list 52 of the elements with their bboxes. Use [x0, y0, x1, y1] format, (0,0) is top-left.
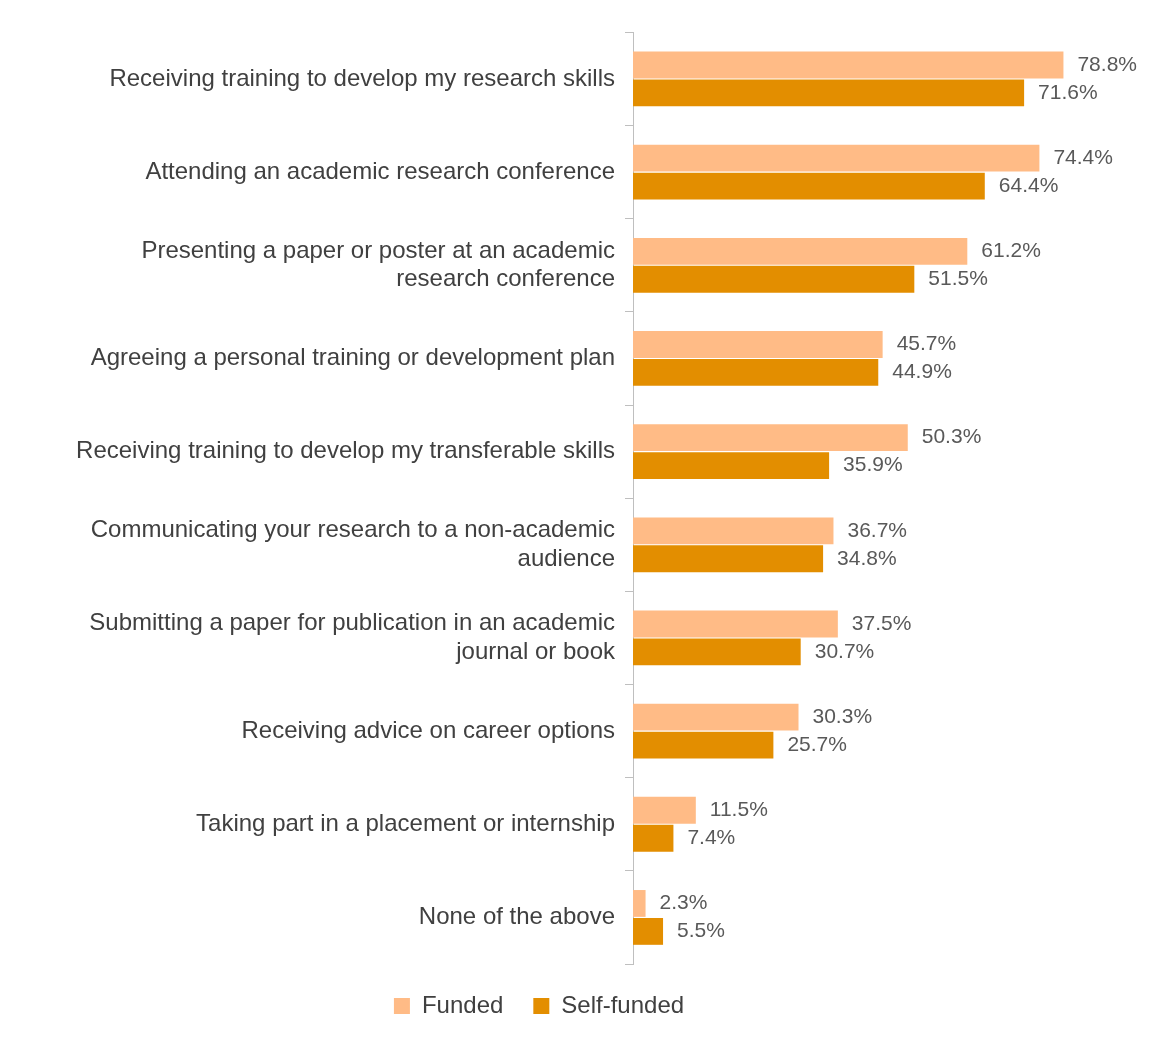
data-label: 30.7% — [814, 638, 875, 662]
bar — [633, 452, 830, 480]
y-tick-label: None of the above — [418, 902, 615, 930]
bar — [633, 359, 879, 386]
bar — [633, 703, 799, 731]
bar — [633, 265, 915, 293]
data-label: 51.5% — [928, 266, 988, 290]
data-label: 7.4% — [687, 825, 736, 849]
y-tick-label: Submitting a paper for publication in an academic journal or book — [89, 608, 616, 664]
bar — [633, 824, 674, 852]
data-label: 44.9% — [892, 359, 952, 383]
bar — [633, 517, 834, 545]
bar — [633, 237, 968, 265]
data-label: 11.5% — [709, 797, 768, 821]
data-label: 74.4% — [1053, 144, 1113, 168]
bar — [633, 144, 1040, 172]
bar — [633, 545, 824, 573]
data-label: 2.3% — [659, 890, 708, 914]
data-label: 35.9% — [843, 452, 903, 476]
data-label: 36.7% — [847, 517, 908, 541]
legend-label: Funded — [421, 990, 504, 1018]
bar — [633, 172, 985, 200]
bar — [633, 610, 838, 638]
y-tick-label: Taking part in a placement or internship — [196, 808, 615, 836]
data-label: 64.4% — [998, 172, 1059, 196]
bar — [633, 79, 1025, 107]
bar — [633, 51, 1064, 79]
bar — [633, 796, 696, 824]
bar — [633, 890, 646, 917]
y-tick-label: Receiving training to develop my transferable skills — [76, 436, 615, 464]
bar — [633, 638, 801, 666]
data-label: 50.3% — [921, 424, 982, 448]
data-label: 61.2% — [981, 238, 1041, 262]
data-label: 25.7% — [787, 731, 847, 755]
data-label: 78.8% — [1077, 51, 1137, 75]
bar — [633, 331, 883, 358]
data-label: 5.5% — [677, 918, 725, 942]
data-label: 37.5% — [851, 610, 912, 634]
y-tick-label: Attending an academic research conference — [145, 156, 615, 184]
y-tick-label: Receiving training to develop my research skills — [109, 63, 615, 91]
bar — [633, 424, 908, 452]
y-tick-label: Agreeing a personal training or development plan — [90, 343, 615, 371]
data-label: 71.6% — [1038, 79, 1098, 103]
y-tick-label: Communicating your research to a non-academic audience — [90, 515, 615, 571]
data-label: 34.8% — [837, 545, 897, 569]
legend-label: Self-funded — [561, 990, 685, 1018]
y-tick-label: Presenting a paper or poster at an academic research conference — [141, 235, 615, 292]
bar — [633, 731, 774, 759]
y-tick-label: Receiving advice on career options — [241, 715, 615, 743]
data-label: 30.3% — [812, 703, 873, 727]
bar — [633, 917, 664, 945]
data-label: 45.7% — [896, 331, 957, 355]
